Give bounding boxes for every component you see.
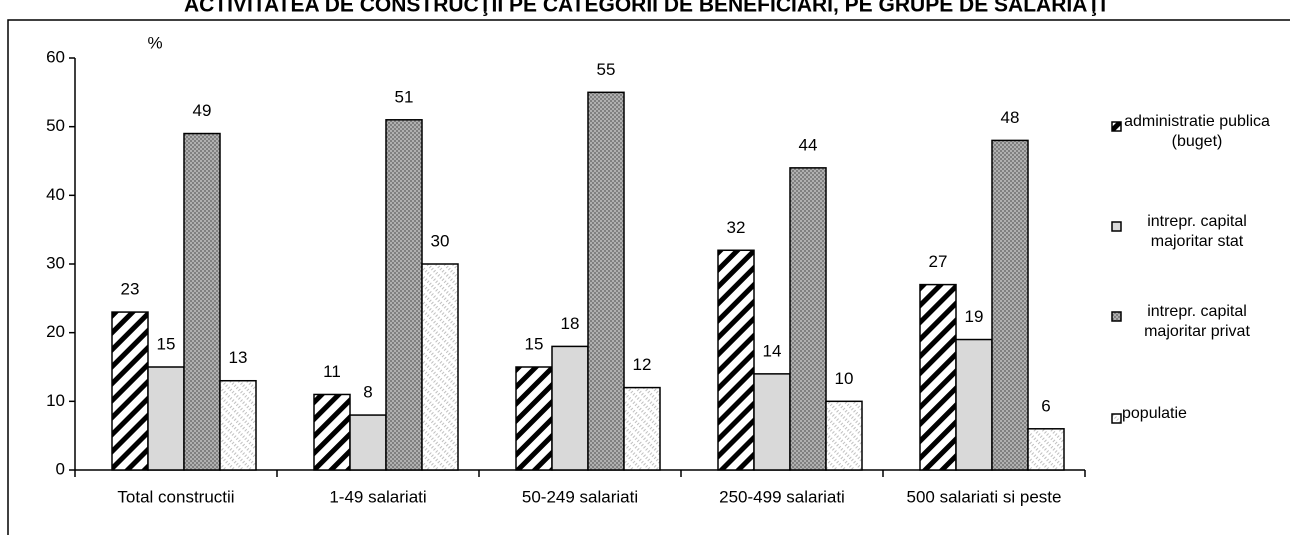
- bar: [147, 366, 185, 471]
- y-tick-label: 0: [56, 459, 65, 478]
- bar: [219, 379, 257, 471]
- value-label: 23: [121, 280, 140, 299]
- legend-label: intrepr. capital majoritar privat: [1144, 303, 1250, 340]
- y-tick-label: 60: [46, 47, 65, 66]
- value-label: 8: [363, 383, 372, 402]
- legend-swatch: [1111, 221, 1122, 232]
- value-label: 15: [157, 334, 176, 353]
- legend-swatch: [1111, 311, 1122, 322]
- value-label: 30: [431, 231, 450, 250]
- value-label: 44: [799, 135, 818, 154]
- value-label: 49: [193, 101, 212, 120]
- chart-title: ACTIVITATEA DE CONSTRUCŢII PE CATEGORII …: [184, 0, 1106, 17]
- chart-frame: [7, 19, 1290, 535]
- x-tick-label: 500 salariati si peste: [907, 487, 1062, 506]
- bar: [421, 263, 459, 471]
- value-label: 18: [561, 314, 580, 333]
- bar: [183, 132, 221, 471]
- bar: [623, 386, 661, 471]
- bar: [825, 400, 863, 471]
- value-label: 51: [395, 87, 414, 106]
- legend-swatch: [1111, 121, 1122, 132]
- value-label: 27: [929, 252, 948, 271]
- value-label: 13: [229, 348, 248, 367]
- bar: [991, 139, 1029, 471]
- bar: [313, 393, 351, 471]
- bar: [349, 414, 387, 471]
- bar: [551, 345, 589, 471]
- y-tick-label: 50: [46, 116, 65, 135]
- value-label: 12: [633, 355, 652, 374]
- x-tick-label: 1-49 salariati: [329, 487, 426, 506]
- value-label: 32: [727, 218, 746, 237]
- bar: [515, 366, 553, 471]
- value-label: 10: [835, 369, 854, 388]
- y-axis-label: %: [147, 33, 162, 52]
- legend-label: intrepr. capital majoritar stat: [1147, 213, 1247, 250]
- bar: [789, 167, 827, 471]
- value-label: 15: [525, 334, 544, 353]
- value-label: 11: [323, 362, 341, 381]
- bar: [753, 373, 791, 471]
- y-tick-label: 40: [46, 185, 65, 204]
- legend-swatch: [1111, 413, 1122, 424]
- x-tick-label: 50-249 salariati: [522, 487, 638, 506]
- value-label: 19: [965, 307, 984, 326]
- bar: [1027, 428, 1065, 471]
- bar: [717, 249, 755, 471]
- bar: [919, 283, 957, 471]
- value-label: 48: [1001, 108, 1020, 127]
- value-label: 55: [597, 60, 616, 79]
- value-label: 14: [763, 341, 782, 360]
- y-tick-label: 10: [46, 391, 65, 410]
- bar: [955, 338, 993, 471]
- legend-label: populatie: [1122, 405, 1187, 422]
- y-tick-label: 30: [46, 253, 65, 272]
- x-tick-label: 250-499 salariati: [719, 487, 845, 506]
- y-tick-label: 20: [46, 322, 65, 341]
- value-label: 6: [1041, 396, 1050, 415]
- bar: [385, 119, 423, 471]
- legend-label: administratie publica (buget): [1124, 113, 1270, 150]
- bar: [111, 311, 149, 471]
- x-tick-label: Total constructii: [117, 487, 234, 506]
- bar: [587, 91, 625, 471]
